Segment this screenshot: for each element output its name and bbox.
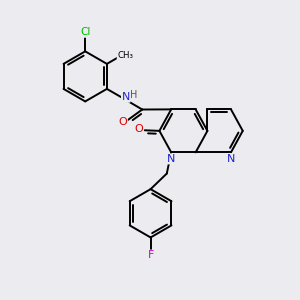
Text: Cl: Cl	[80, 27, 90, 37]
Text: H: H	[130, 90, 138, 100]
Text: N: N	[122, 92, 130, 102]
Text: O: O	[134, 124, 143, 134]
Text: N: N	[167, 154, 175, 164]
Text: CH₃: CH₃	[117, 50, 133, 59]
Text: O: O	[118, 117, 127, 127]
Text: F: F	[147, 250, 154, 260]
Text: N: N	[227, 154, 236, 164]
